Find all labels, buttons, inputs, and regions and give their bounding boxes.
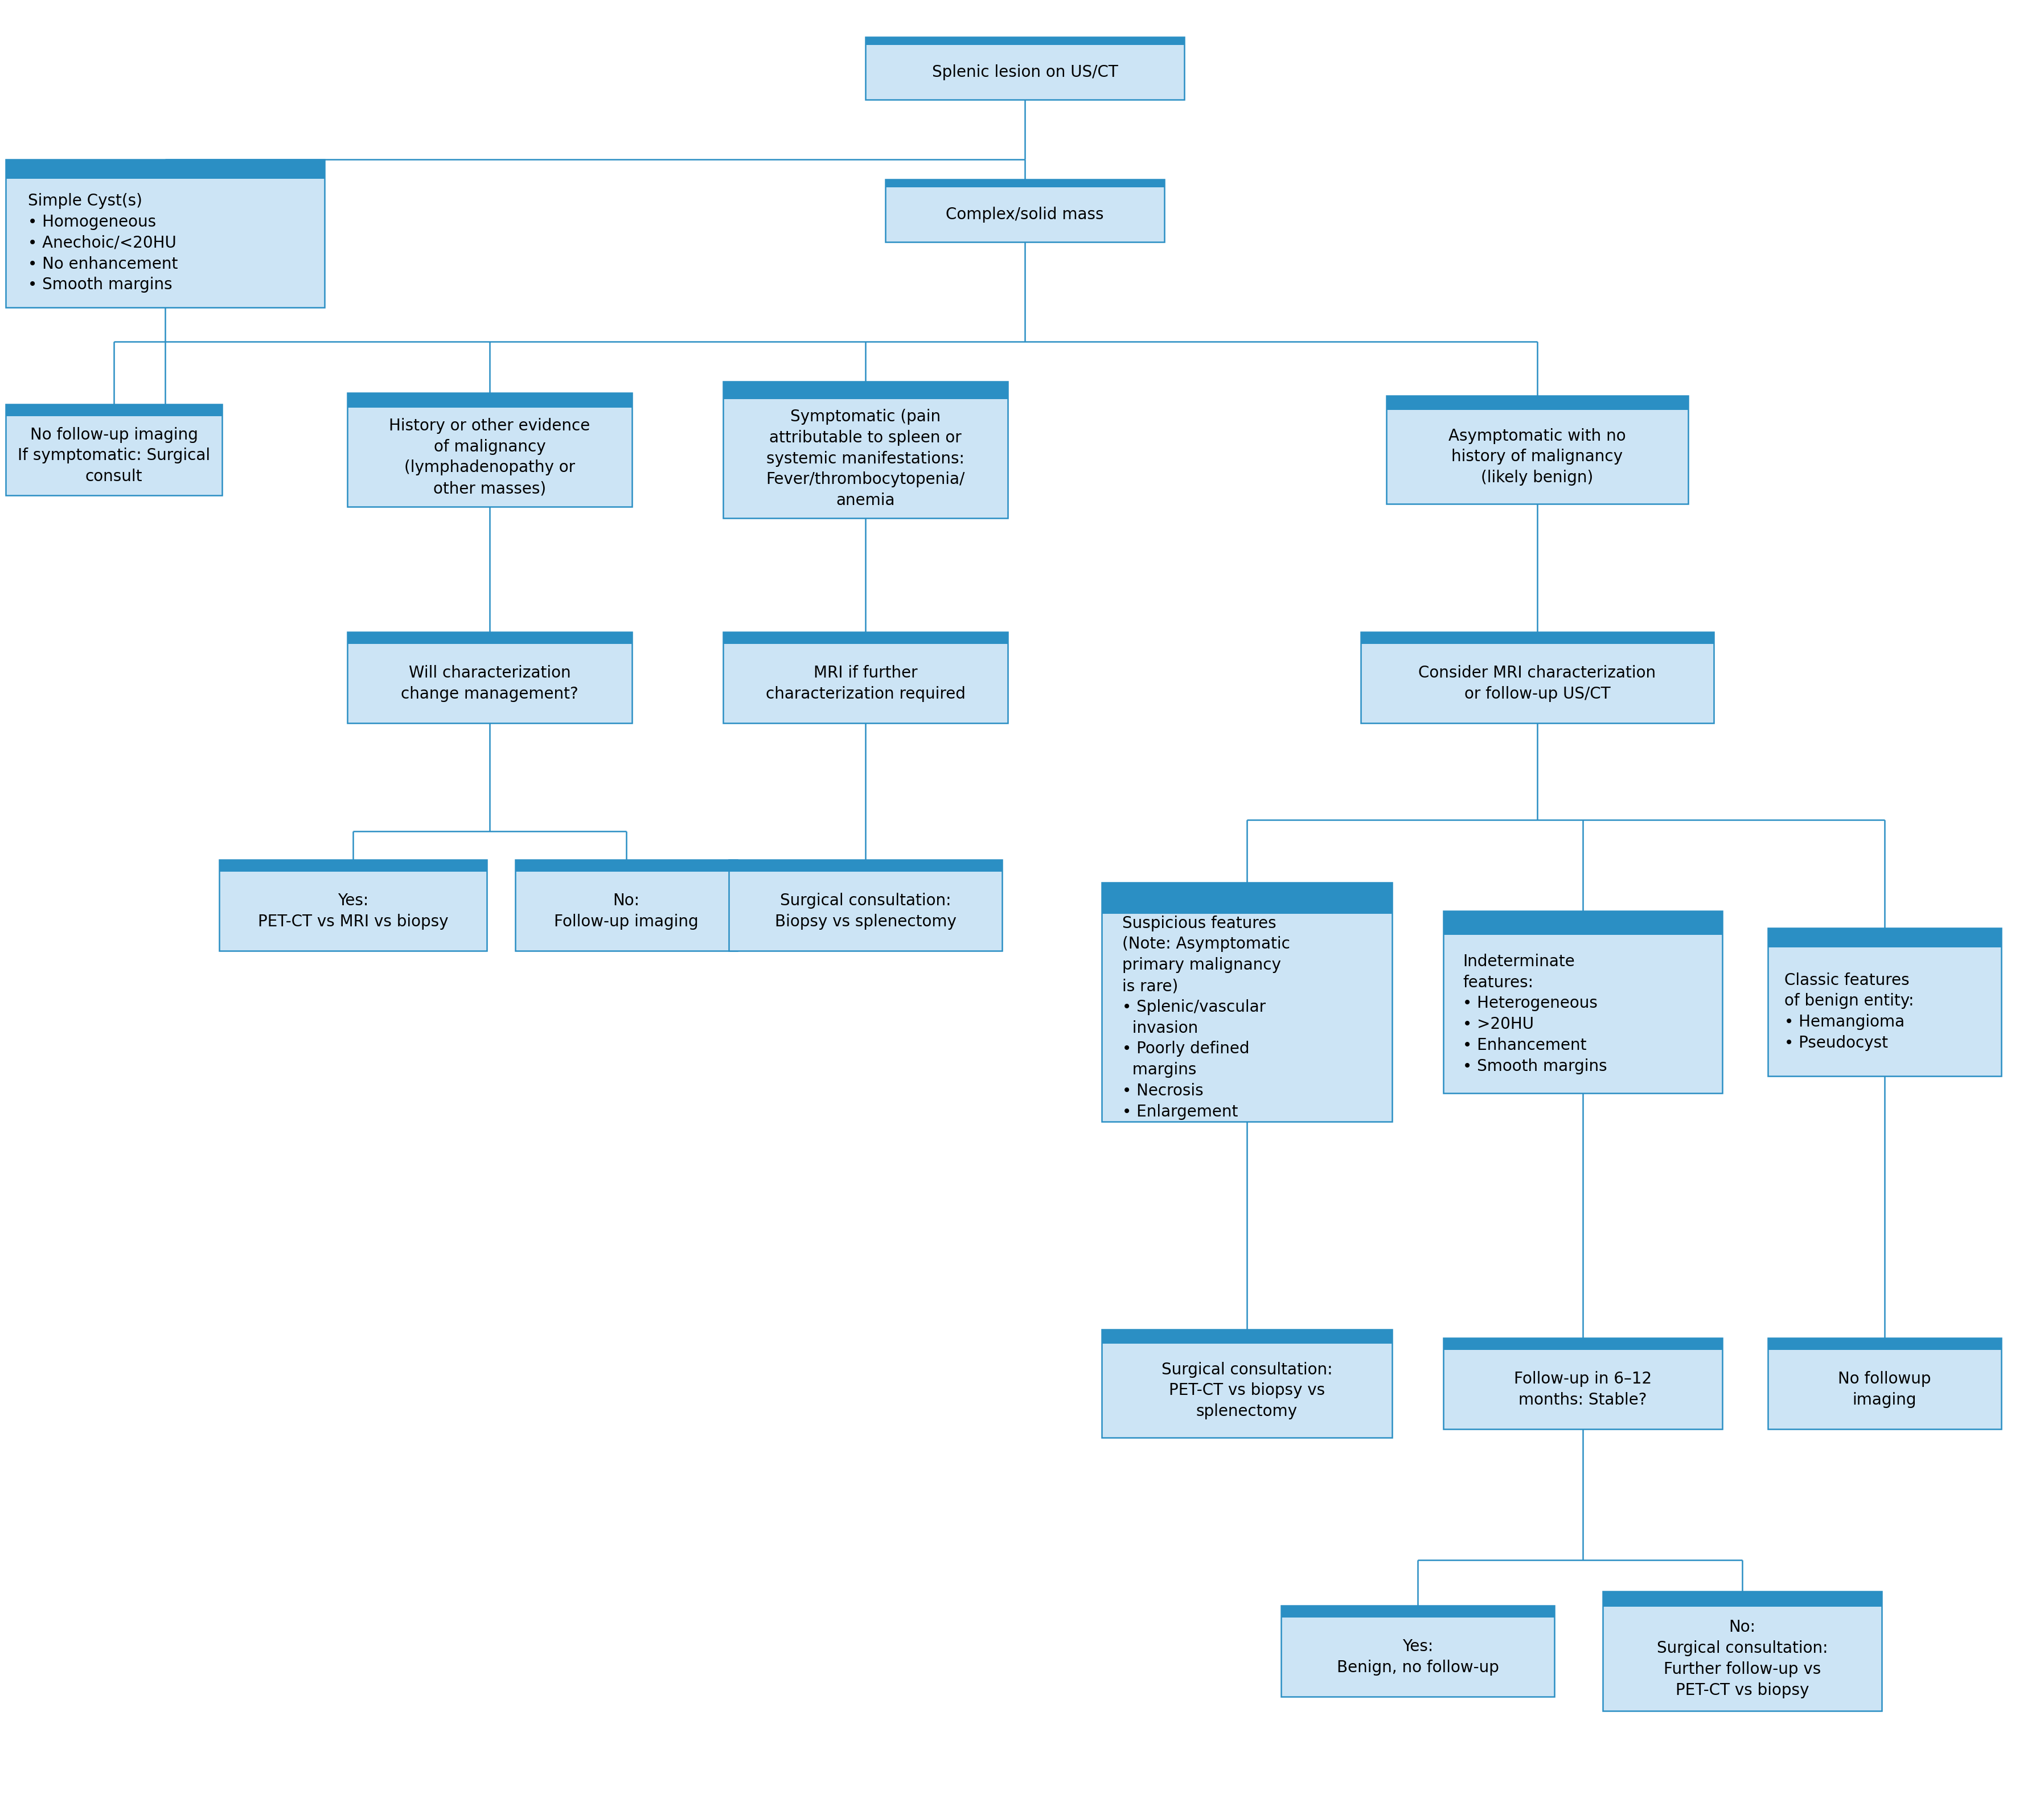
Bar: [1443, 912, 1721, 1093]
Bar: [1282, 1606, 1553, 1618]
Bar: [728, 859, 1002, 872]
Text: Complex/solid mass: Complex/solid mass: [946, 207, 1104, 223]
Text: MRI if further
characterization required: MRI if further characterization required: [764, 665, 965, 701]
Text: No:
Follow-up imaging: No: Follow-up imaging: [554, 894, 699, 930]
Bar: [1102, 1329, 1392, 1438]
Text: Indeterminate
features:
• Heterogeneous
• >20HU
• Enhancement
• Smooth margins: Indeterminate features: • Heterogeneous …: [1461, 953, 1607, 1073]
Bar: [1102, 883, 1392, 913]
Bar: [724, 381, 1008, 399]
Bar: [6, 160, 325, 307]
Text: Consider MRI characterization
or follow-up US/CT: Consider MRI characterization or follow-…: [1419, 665, 1656, 701]
Bar: [1768, 928, 2001, 948]
Bar: [1361, 631, 1713, 723]
Bar: [724, 381, 1008, 518]
Bar: [1768, 1338, 2001, 1429]
Text: Classic features
of benign entity:
• Hemangioma
• Pseudocyst: Classic features of benign entity: • Hem…: [1784, 973, 1913, 1052]
Bar: [885, 180, 1163, 243]
Text: Surgical consultation:
Biopsy vs splenectomy: Surgical consultation: Biopsy vs splenec…: [775, 894, 957, 930]
Bar: [1443, 1338, 1721, 1350]
Bar: [1386, 396, 1688, 503]
Bar: [515, 859, 738, 872]
Bar: [1102, 1329, 1392, 1343]
Text: Will characterization
change management?: Will characterization change management?: [401, 665, 578, 701]
Bar: [1602, 1591, 1880, 1607]
Text: No followup
imaging: No followup imaging: [1838, 1372, 1932, 1408]
Bar: [6, 405, 223, 494]
Bar: [347, 631, 632, 723]
Bar: [1602, 1591, 1880, 1712]
Bar: [347, 631, 632, 644]
Text: Asymptomatic with no
history of malignancy
(likely benign): Asymptomatic with no history of malignan…: [1447, 428, 1625, 485]
Text: History or other evidence
of malignancy
(lymphadenopathy or
other masses): History or other evidence of malignancy …: [388, 417, 591, 496]
Bar: [728, 859, 1002, 951]
Bar: [885, 180, 1163, 187]
Bar: [6, 405, 223, 415]
Bar: [1361, 631, 1713, 644]
Bar: [724, 631, 1008, 644]
Bar: [1768, 1338, 2001, 1350]
Bar: [515, 859, 738, 951]
Bar: [347, 392, 632, 408]
Text: Suspicious features
(Note: Asymptomatic
primary malignancy
is rare)
• Splenic/va: Suspicious features (Note: Asymptomatic …: [1122, 915, 1290, 1120]
Bar: [219, 859, 486, 872]
Text: Follow-up in 6–12
months: Stable?: Follow-up in 6–12 months: Stable?: [1513, 1372, 1652, 1408]
Text: Simple Cyst(s)
• Homogeneous
• Anechoic/<20HU
• No enhancement
• Smooth margins: Simple Cyst(s) • Homogeneous • Anechoic/…: [29, 192, 178, 293]
Bar: [1102, 883, 1392, 1122]
Bar: [6, 160, 325, 178]
Text: Yes:
PET-CT vs MRI vs biopsy: Yes: PET-CT vs MRI vs biopsy: [258, 894, 448, 930]
Text: Surgical consultation:
PET-CT vs biopsy vs
splenectomy: Surgical consultation: PET-CT vs biopsy …: [1161, 1361, 1333, 1419]
Bar: [347, 392, 632, 507]
Text: No follow-up imaging
If symptomatic: Surgical
consult: No follow-up imaging If symptomatic: Sur…: [18, 426, 211, 485]
Bar: [1443, 1338, 1721, 1429]
Text: No:
Surgical consultation:
Further follow-up vs
PET-CT vs biopsy: No: Surgical consultation: Further follo…: [1656, 1620, 1827, 1699]
Bar: [219, 859, 486, 951]
Bar: [1443, 912, 1721, 935]
Bar: [1768, 928, 2001, 1075]
Text: Yes:
Benign, no follow-up: Yes: Benign, no follow-up: [1337, 1638, 1498, 1676]
Bar: [1282, 1606, 1553, 1697]
Bar: [1386, 396, 1688, 410]
Text: Symptomatic (pain
attributable to spleen or
systemic manifestations:
Fever/throm: Symptomatic (pain attributable to spleen…: [766, 408, 965, 509]
Bar: [865, 38, 1183, 99]
Text: Splenic lesion on US/CT: Splenic lesion on US/CT: [932, 65, 1118, 81]
Bar: [724, 631, 1008, 723]
Bar: [865, 38, 1183, 45]
